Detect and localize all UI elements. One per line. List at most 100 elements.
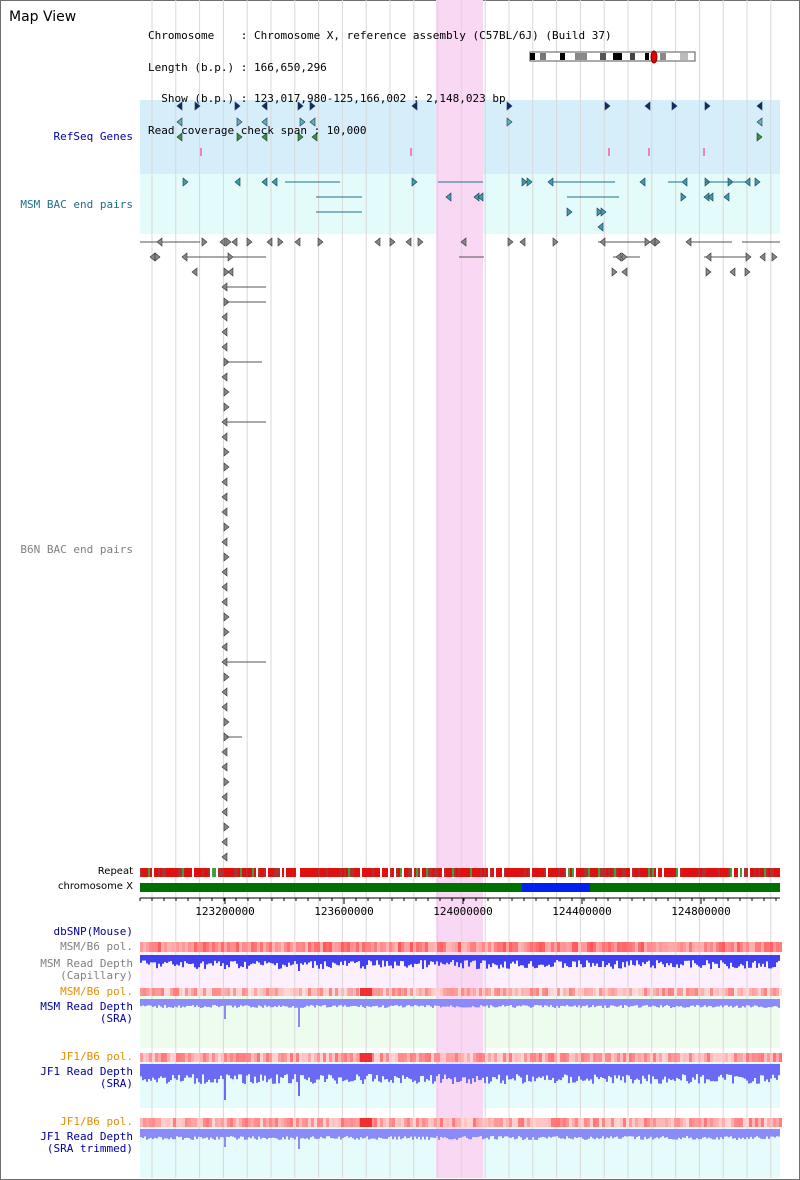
polymorphism-cell bbox=[512, 942, 515, 952]
repeat-segment bbox=[286, 868, 288, 877]
read-depth-spike bbox=[224, 1129, 226, 1147]
read-depth-bar bbox=[284, 999, 286, 1007]
read-depth-bar bbox=[778, 955, 780, 961]
read-depth-bar bbox=[706, 1064, 708, 1080]
read-depth-bar bbox=[336, 999, 338, 1008]
read-depth-bar bbox=[756, 955, 758, 968]
track-label-b6n-bac[interactable]: B6N BAC end pairs bbox=[20, 543, 133, 556]
polymorphism-cell bbox=[716, 1053, 719, 1062]
repeat-segment bbox=[334, 868, 336, 877]
polymorphism-cell bbox=[551, 1118, 554, 1127]
polymorphism-cell bbox=[590, 1053, 593, 1062]
read-depth-bar bbox=[456, 955, 458, 963]
polymorphism-cell bbox=[287, 1118, 290, 1127]
polymorphism-cell bbox=[626, 942, 629, 952]
read-depth-bar bbox=[254, 1064, 256, 1077]
read-depth-bar bbox=[170, 1129, 172, 1138]
repeat-segment bbox=[446, 868, 448, 877]
polymorphism-cell bbox=[761, 1053, 764, 1062]
polymorphism-cell bbox=[746, 988, 749, 996]
track-label-dbsnp[interactable]: dbSNP(Mouse) bbox=[53, 925, 133, 938]
read-depth-bar bbox=[438, 999, 440, 1006]
repeat-segment bbox=[730, 868, 732, 877]
read-depth-bar bbox=[610, 999, 612, 1006]
polymorphism-cell bbox=[215, 942, 218, 952]
polymorphism-cell bbox=[386, 988, 389, 996]
read-depth-bar bbox=[654, 999, 656, 1007]
polymorphism-cell bbox=[749, 1118, 752, 1127]
read-depth-bar bbox=[374, 955, 376, 966]
read-depth-bar bbox=[388, 1064, 390, 1082]
read-depth-bar bbox=[274, 1064, 276, 1084]
read-depth-bar bbox=[364, 1129, 366, 1138]
polymorphism-cell bbox=[425, 942, 428, 952]
polymorphism-cell bbox=[587, 1118, 590, 1127]
polymorphism-cell bbox=[407, 1118, 410, 1127]
read-depth-bar bbox=[402, 1064, 404, 1076]
repeat-segment bbox=[618, 868, 620, 877]
refseq-gene bbox=[176, 132, 183, 142]
polymorphism-cell bbox=[578, 942, 581, 952]
read-depth-bar bbox=[578, 1129, 580, 1138]
read-depth-bar bbox=[728, 955, 730, 969]
read-depth-bar bbox=[228, 1064, 230, 1076]
track-label-msm-bac[interactable]: MSM BAC end pairs bbox=[20, 198, 133, 211]
b6n-bac-end bbox=[227, 267, 234, 277]
polymorphism-cell bbox=[305, 942, 308, 952]
repeat-segment bbox=[564, 868, 566, 877]
read-depth-bar bbox=[172, 999, 174, 1008]
read-depth-bar bbox=[188, 955, 190, 964]
read-depth-bar bbox=[328, 955, 330, 968]
polymorphism-cell bbox=[407, 942, 410, 952]
read-depth-bar bbox=[570, 1129, 572, 1139]
polymorphism-cell bbox=[185, 942, 188, 952]
polymorphism-cell bbox=[152, 988, 155, 996]
repeat-segment bbox=[438, 868, 440, 877]
polymorphism-cell bbox=[569, 1118, 572, 1127]
polymorphism-cell bbox=[446, 942, 449, 952]
read-depth-bar bbox=[398, 1129, 400, 1137]
read-depth-bar bbox=[510, 955, 512, 964]
msm-bac-end bbox=[707, 192, 714, 202]
read-depth-bar bbox=[260, 955, 262, 965]
polymorphism-cell bbox=[695, 988, 698, 996]
polymorphism-cell bbox=[581, 988, 584, 996]
polymorphism-cell bbox=[215, 988, 218, 996]
repeat-segment bbox=[738, 868, 740, 877]
read-depth-bar bbox=[226, 1064, 228, 1075]
read-depth-spike bbox=[298, 1064, 300, 1096]
polymorphism-cell bbox=[356, 942, 359, 952]
read-depth-bar bbox=[282, 1129, 284, 1138]
read-depth-bar bbox=[206, 999, 208, 1007]
polymorphism-cell bbox=[737, 1053, 740, 1062]
read-depth-bar bbox=[484, 999, 486, 1007]
polymorphism-cell bbox=[665, 1118, 668, 1127]
read-depth-bar bbox=[720, 1129, 722, 1138]
polymorphism-cell bbox=[329, 988, 332, 996]
read-depth-bar bbox=[650, 1064, 652, 1084]
read-depth-bar bbox=[288, 955, 290, 963]
polymorphism-cell bbox=[458, 1053, 461, 1062]
read-depth-bar bbox=[420, 999, 422, 1006]
read-depth-bar bbox=[190, 1129, 192, 1140]
read-depth-bar bbox=[530, 955, 532, 962]
track-label-msm-depth-capillary: MSM Read Depth bbox=[40, 957, 133, 970]
read-depth-bar bbox=[768, 1129, 770, 1139]
read-depth-bar bbox=[750, 955, 752, 968]
polymorphism-cell bbox=[164, 988, 167, 996]
polymorphism-cell bbox=[482, 988, 485, 996]
b6n-bac-end bbox=[771, 252, 778, 262]
polymorphism-cell bbox=[680, 1118, 683, 1127]
refseq-marker bbox=[608, 148, 610, 156]
track-label-refseq-genes[interactable]: RefSeq Genes bbox=[53, 130, 133, 143]
polymorphism-cell bbox=[449, 1053, 452, 1062]
read-depth-bar bbox=[696, 955, 698, 965]
polymorphism-cell bbox=[497, 942, 500, 952]
read-depth-bar bbox=[758, 1064, 760, 1084]
polymorphism-cell bbox=[461, 988, 464, 996]
polymorphism-cell bbox=[260, 942, 263, 952]
read-depth-bar bbox=[144, 1129, 146, 1137]
polymorphism-cell bbox=[215, 1118, 218, 1127]
read-depth-bar bbox=[394, 999, 396, 1006]
